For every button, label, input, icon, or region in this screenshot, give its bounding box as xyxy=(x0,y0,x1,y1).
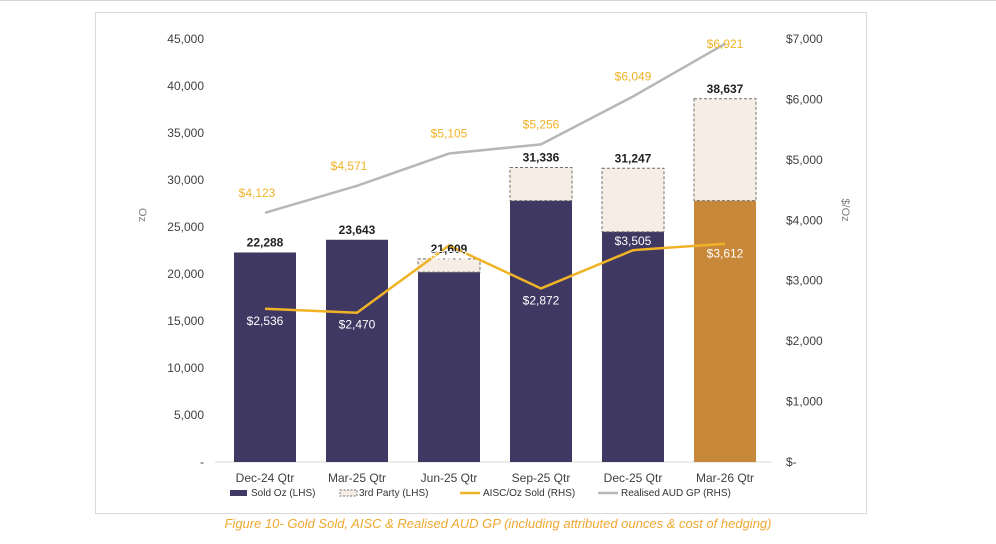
bar-third-party xyxy=(509,166,573,202)
x-tick-label: Jun-25 Qtr xyxy=(421,471,478,485)
aisc-point-label: $2,872 xyxy=(523,293,560,307)
bar-sold-oz xyxy=(694,200,756,462)
left-tick-label: 25,000 xyxy=(167,220,204,234)
right-tick-label: $3,000 xyxy=(786,274,823,288)
right-tick-label: $- xyxy=(786,455,797,469)
left-axis-label: Oz xyxy=(136,208,148,222)
bar-total-label: 22,288 xyxy=(247,235,284,249)
right-tick-label: $5,000 xyxy=(786,153,823,167)
right-axis-label: $/Oz xyxy=(839,198,851,221)
right-tick-label: $7,000 xyxy=(786,32,823,46)
legend-swatch-third-party xyxy=(339,489,358,497)
right-tick-label: $2,000 xyxy=(786,334,823,348)
line-aisc-per-oz xyxy=(264,242,726,314)
x-tick-label: Sep-25 Qtr xyxy=(512,471,571,485)
right-tick-label: $6,000 xyxy=(786,92,823,106)
left-tick-label: 35,000 xyxy=(167,126,204,140)
left-tick-label: 20,000 xyxy=(167,267,204,281)
aisc-point-label: $2,536 xyxy=(247,314,284,328)
left-tick-label: 30,000 xyxy=(167,173,204,187)
legend-label-aisc: AISC/Oz Sold (RHS) xyxy=(483,488,575,499)
bar-total-label: 31,336 xyxy=(523,150,560,164)
aisc-point-label: $2,470 xyxy=(339,318,376,332)
gp-point-label: $4,571 xyxy=(331,159,368,173)
gp-point-label: $4,123 xyxy=(239,186,276,200)
x-tick-label: Mar-26 Qtr xyxy=(696,471,754,485)
bar-sold-oz xyxy=(234,252,296,462)
aisc-point-label: $3,505 xyxy=(615,234,652,248)
aisc-point-label: $3,583 xyxy=(431,248,468,262)
gp-point-label: $6,921 xyxy=(707,37,744,51)
x-tick-label: Dec-25 Qtr xyxy=(604,471,663,485)
bar-sold-oz xyxy=(418,272,480,462)
bar-total-label: 38,637 xyxy=(707,82,744,96)
left-tick-label: 15,000 xyxy=(167,314,204,328)
legend-label-sold: Sold Oz (LHS) xyxy=(251,488,315,499)
legend-label-third-party: 3rd Party (LHS) xyxy=(359,488,428,499)
gp-point-label: $5,105 xyxy=(431,127,468,141)
left-tick-label: - xyxy=(200,455,204,469)
legend-label-gp: Realised AUD GP (RHS) xyxy=(621,488,731,499)
bar-third-party xyxy=(693,98,757,202)
gp-point-label: $6,049 xyxy=(615,69,652,83)
bar-total-label: 21,609 xyxy=(431,242,468,256)
gp-point-label: $5,256 xyxy=(523,117,560,131)
right-tick-label: $1,000 xyxy=(786,395,823,409)
bar-sold-oz xyxy=(602,231,664,462)
left-tick-label: 5,000 xyxy=(174,408,204,422)
bar-sold-oz xyxy=(326,239,388,462)
bar-sold-oz xyxy=(510,200,572,462)
x-tick-label: Dec-24 Qtr xyxy=(236,471,295,485)
left-tick-label: 40,000 xyxy=(167,79,204,93)
top-divider xyxy=(0,0,996,1)
line-realised-aud-gp xyxy=(264,42,726,215)
bar-total-label: 31,247 xyxy=(615,151,652,165)
left-tick-label: 45,000 xyxy=(167,32,204,46)
legend-swatch-sold xyxy=(230,490,247,496)
bar-total-label: 23,643 xyxy=(339,223,376,237)
bar-third-party xyxy=(417,258,481,273)
left-tick-label: 10,000 xyxy=(167,361,204,375)
figure-caption: Figure 10- Gold Sold, AISC & Realised AU… xyxy=(224,516,772,531)
right-tick-label: $4,000 xyxy=(786,213,823,227)
aisc-point-label: $3,612 xyxy=(707,247,744,261)
bar-third-party xyxy=(601,167,665,233)
x-tick-label: Mar-25 Qtr xyxy=(328,471,386,485)
